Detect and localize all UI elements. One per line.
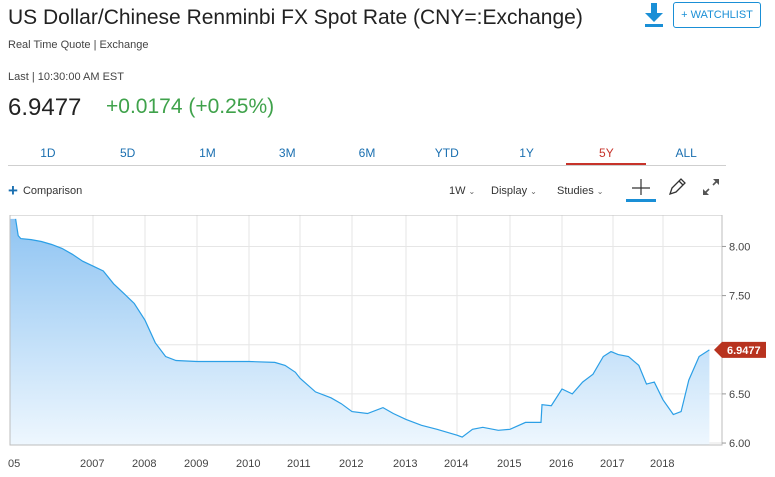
crosshair-icon <box>626 179 656 202</box>
expand-icon <box>703 179 719 195</box>
download-button[interactable] <box>642 2 666 28</box>
x-tick-label: 05 <box>8 458 20 470</box>
y-tick-label: 6.50 <box>729 389 750 401</box>
display-label: Display <box>491 185 528 197</box>
tab-5y[interactable]: 5Y <box>566 140 647 165</box>
crosshair-tool-button[interactable] <box>626 177 656 203</box>
x-tick-label: 2017 <box>600 458 624 470</box>
display-dropdown[interactable]: Display ⌄ <box>491 185 537 197</box>
price-area <box>10 218 710 445</box>
y-tick-label: 8.00 <box>729 241 750 253</box>
tab-1m[interactable]: 1M <box>199 146 216 160</box>
chart-toolbar: + Comparison 1W ⌄ Display ⌄ Studies ⌄ <box>8 177 726 206</box>
pencil-tool-button[interactable] <box>666 176 688 198</box>
price-chart[interactable]: 8.00 7.50 6.50 6.00 05 2007 2008 2009 2010 2011 2… <box>0 215 775 477</box>
comparison-label: Comparison <box>22 185 83 197</box>
plus-icon: + <box>8 181 18 200</box>
current-price-label: 6.9477 <box>727 345 761 357</box>
expand-tool-button[interactable] <box>700 176 722 198</box>
pencil-icon <box>668 178 686 196</box>
x-tick-label: 2008 <box>132 458 156 470</box>
x-tick-label: 2014 <box>444 458 468 470</box>
x-tick-label: 2018 <box>650 458 674 470</box>
chevron-down-icon: ⌄ <box>468 187 476 196</box>
x-tick-label: 2015 <box>497 458 521 470</box>
studies-label: Studies <box>557 185 594 197</box>
chevron-down-icon: ⌄ <box>530 187 537 196</box>
x-tick-label: 2009 <box>184 458 208 470</box>
chevron-down-icon: ⌄ <box>596 187 604 196</box>
x-tick-label: 2007 <box>80 458 104 470</box>
last-update-time: Last | 10:30:00 AM EST <box>8 71 124 83</box>
download-arrow-icon <box>645 3 663 27</box>
studies-dropdown[interactable]: Studies ⌄ <box>557 185 603 197</box>
x-tick-label: 2016 <box>549 458 573 470</box>
x-tick-label: 2010 <box>236 458 260 470</box>
tab-1d[interactable]: 1D <box>40 146 56 160</box>
tab-6m[interactable]: 6M <box>358 146 376 160</box>
comparison-button[interactable]: + Comparison <box>8 181 83 200</box>
y-tick-label: 6.00 <box>729 438 750 450</box>
interval-dropdown[interactable]: 1W ⌄ <box>449 185 475 197</box>
last-price: 6.9477 <box>8 94 82 121</box>
price-line <box>15 218 710 438</box>
x-tick-label: 2012 <box>339 458 363 470</box>
plot-frame <box>9 215 723 446</box>
price-change: +0.0174 (+0.25%) <box>106 95 275 118</box>
tab-3m[interactable]: 3M <box>278 146 296 160</box>
interval-label: 1W <box>449 185 466 197</box>
x-tick-label: 2013 <box>393 458 417 470</box>
page-title: US Dollar/Chinese Renminbi FX Spot Rate … <box>8 6 583 29</box>
tab-5d[interactable]: 5D <box>120 146 136 160</box>
y-tick-label: 7.50 <box>729 291 750 303</box>
current-price-tag <box>714 341 766 358</box>
tab-1y[interactable]: 1Y <box>519 146 534 160</box>
watchlist-button[interactable]: + WATCHLIST <box>673 2 761 28</box>
tab-ytd[interactable]: YTD <box>434 146 459 160</box>
quote-source: Real Time Quote | Exchange <box>8 39 149 51</box>
time-range-tabs: 1D 5D 1M 3M 6M YTD 1Y 5Y ALL <box>8 140 726 166</box>
tab-all[interactable]: ALL <box>675 146 697 160</box>
x-tick-label: 2011 <box>287 458 311 470</box>
